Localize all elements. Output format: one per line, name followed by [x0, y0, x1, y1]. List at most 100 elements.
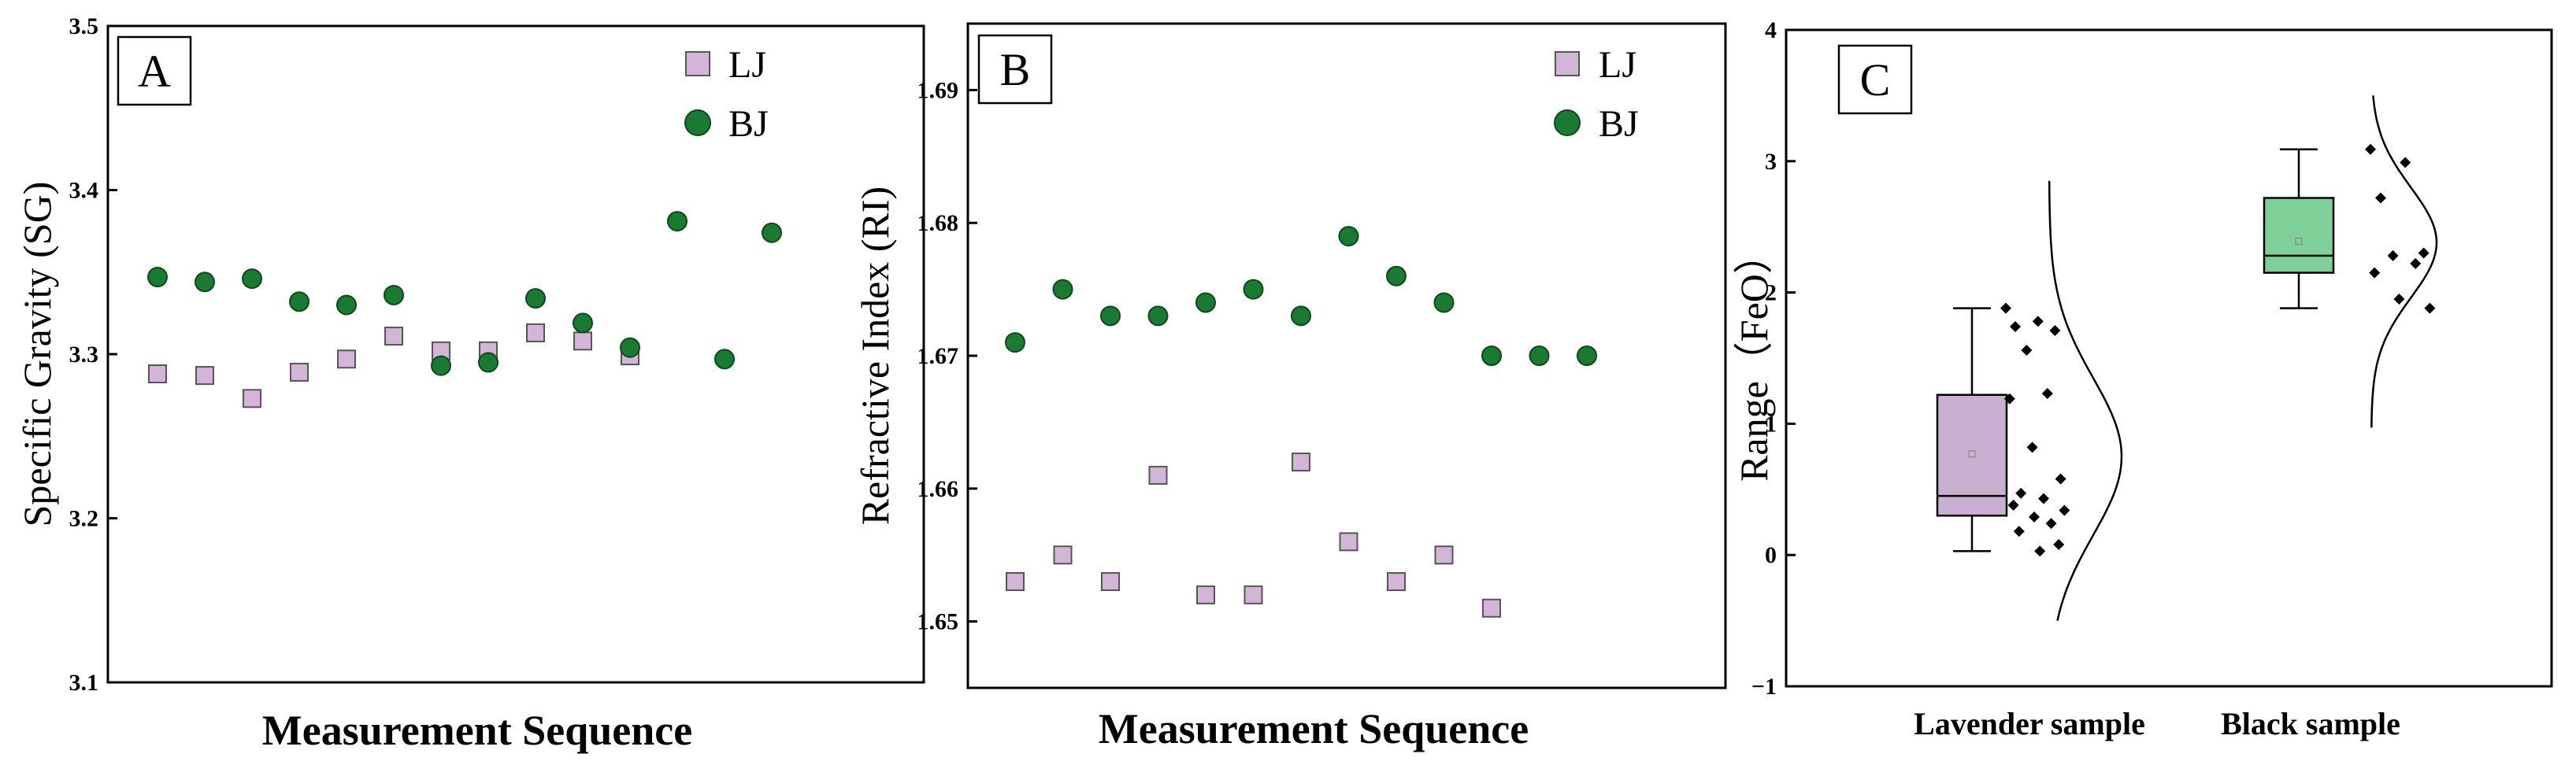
category-label-lavender: Lavender sample — [1914, 706, 2145, 741]
data-point — [2013, 526, 2025, 538]
data-point — [2410, 257, 2422, 269]
lj-point — [290, 362, 309, 382]
bj-point — [384, 284, 404, 305]
bj-point — [1481, 346, 1502, 366]
bj-point — [1147, 305, 1169, 327]
data-point — [2400, 157, 2411, 168]
data-point — [2369, 267, 2381, 279]
panel-a-letter-box — [117, 35, 192, 106]
y-tick-label: 1.65 — [917, 609, 959, 635]
data-point — [2387, 249, 2399, 261]
panel-a-frame — [106, 24, 925, 684]
data-point — [2007, 499, 2019, 511]
bj-point — [1005, 332, 1025, 353]
lj-point — [1101, 571, 1120, 591]
panel-a: 3.1 3.2 3.3 3.4 3.5 A LJ BJ Specific Gravity… — [15, 13, 925, 754]
bj-point — [1433, 292, 1455, 313]
y-tick-label: 0 — [1765, 542, 1777, 568]
panel-b: 1.65 1.66 1.67 1.68 1.69 B LJ BJ Refractive … — [853, 22, 1727, 752]
lj-point — [526, 323, 545, 342]
lj-point — [1244, 585, 1263, 604]
lj-point — [337, 349, 356, 369]
lj-point — [148, 364, 167, 384]
bj-point — [1338, 226, 1359, 247]
bj-point — [573, 312, 593, 334]
y-tick-label: 3 — [1765, 149, 1777, 175]
panel-c-letter-box — [1837, 44, 1913, 115]
data-point — [2015, 487, 2027, 499]
legend-label-bj: BJ — [728, 103, 769, 145]
panel-c-letter: C — [1860, 54, 1891, 105]
panel-c-marks — [1936, 95, 2438, 621]
lj-point — [1339, 532, 1358, 552]
data-point — [2034, 545, 2046, 557]
lj-point — [195, 366, 214, 386]
legend-marker-lj — [685, 51, 710, 76]
data-point — [2032, 316, 2044, 327]
y-tick-label: 3.2 — [69, 506, 99, 532]
y-tick-label: 2 — [1765, 280, 1777, 306]
bj-point — [667, 211, 688, 232]
panel-a-letter: A — [138, 46, 171, 97]
legend-label-lj: LJ — [1599, 44, 1636, 86]
panel-b-ylabel: Refractive Index (RI) — [853, 187, 897, 525]
bj-point — [762, 222, 782, 243]
panel-a-xlabel: Measurement Sequence — [262, 707, 692, 754]
bj-point — [147, 267, 168, 288]
bj-point — [1100, 305, 1121, 327]
data-point — [2021, 344, 2033, 356]
legend-marker-bj — [1554, 109, 1581, 136]
data-point — [2424, 302, 2436, 314]
panel-b-legend: LJ BJ — [1554, 44, 1639, 145]
y-tick-label: 3.4 — [69, 178, 99, 204]
box-mean — [2295, 237, 2303, 246]
lj-point — [1053, 545, 1073, 565]
data-point — [2365, 143, 2376, 155]
y-tick-label: 1 — [1765, 411, 1777, 437]
lj-point — [1434, 545, 1454, 565]
y-tick-label: −1 — [1751, 674, 1777, 700]
panel-b-marks — [1005, 226, 1597, 618]
data-point — [2041, 388, 2053, 400]
bj-point — [714, 349, 735, 370]
lj-point — [573, 331, 592, 351]
y-tick-label: 3.3 — [69, 342, 99, 368]
bj-point — [336, 294, 357, 316]
distribution-curve — [2370, 95, 2438, 428]
lj-point — [1196, 585, 1215, 604]
lj-point — [1387, 571, 1406, 591]
legend-marker-bj — [684, 109, 711, 136]
panel-b-letter-box — [977, 34, 1053, 105]
data-point — [2055, 473, 2066, 485]
y-tick-label: 1.67 — [917, 343, 959, 369]
lj-point — [384, 327, 403, 346]
data-point — [2393, 293, 2405, 305]
bj-point — [620, 337, 640, 358]
category-label-black: Black sample — [2221, 706, 2400, 741]
data-point — [2003, 393, 2015, 405]
lj-point — [1292, 453, 1310, 472]
panel-a-ylabel: Specific Gravity (SG) — [15, 182, 59, 527]
bj-point — [1577, 346, 1597, 366]
panel-a-legend: LJ BJ — [684, 44, 769, 145]
bj-point — [1529, 346, 1550, 366]
box-mean — [1968, 450, 1976, 458]
panel-a-yticks: 3.1 3.2 3.3 3.4 3.5 — [69, 13, 117, 696]
panel-b-xlabel: Measurement Sequence — [1099, 705, 1529, 752]
bj-point — [1195, 292, 1216, 313]
data-point — [2059, 504, 2070, 516]
y-tick-label: 3.1 — [69, 670, 99, 696]
distribution-curve — [2048, 180, 2123, 621]
box-iqr — [2263, 197, 2335, 274]
data-point — [2010, 320, 2021, 332]
panel-a-marks — [147, 211, 782, 408]
panel-b-letter: B — [1000, 44, 1031, 95]
lj-point — [1006, 571, 1025, 591]
data-point — [2053, 538, 2065, 550]
bj-point — [431, 355, 451, 376]
y-tick-label: 4 — [1765, 17, 1777, 43]
lj-point — [1148, 465, 1168, 485]
panel-c: −1 0 1 2 3 4 C Range（FeO） Lavender sample Bla… — [1732, 17, 2553, 741]
data-point — [2418, 247, 2430, 259]
